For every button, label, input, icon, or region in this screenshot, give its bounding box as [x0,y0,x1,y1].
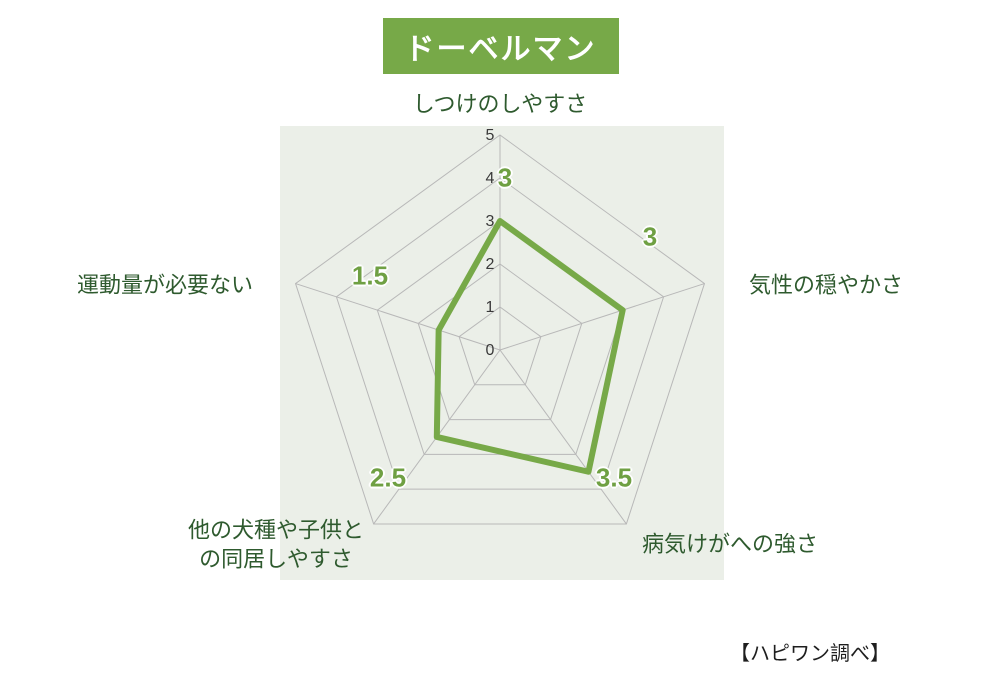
value-label: 2.5 [370,463,406,494]
category-label: 病気けがへの強さ [642,531,818,560]
value-label: 3.5 [596,463,632,494]
category-label: 気性の穏やかさ [749,272,903,301]
category-label: 他の犬種や子供と の同居しやすさ [188,516,364,573]
axis-tick: 4 [486,170,495,187]
axis-tick: 5 [486,127,495,144]
value-label: 1.5 [352,261,388,292]
category-label: しつけのしやすさ [413,91,587,120]
data-polygon [437,221,623,472]
value-label: 3 [643,222,657,253]
footer-note: 【ハピワン調べ】 [730,637,890,666]
value-label: 3 [498,163,512,194]
category-label: 運動量が必要ない [77,272,253,301]
